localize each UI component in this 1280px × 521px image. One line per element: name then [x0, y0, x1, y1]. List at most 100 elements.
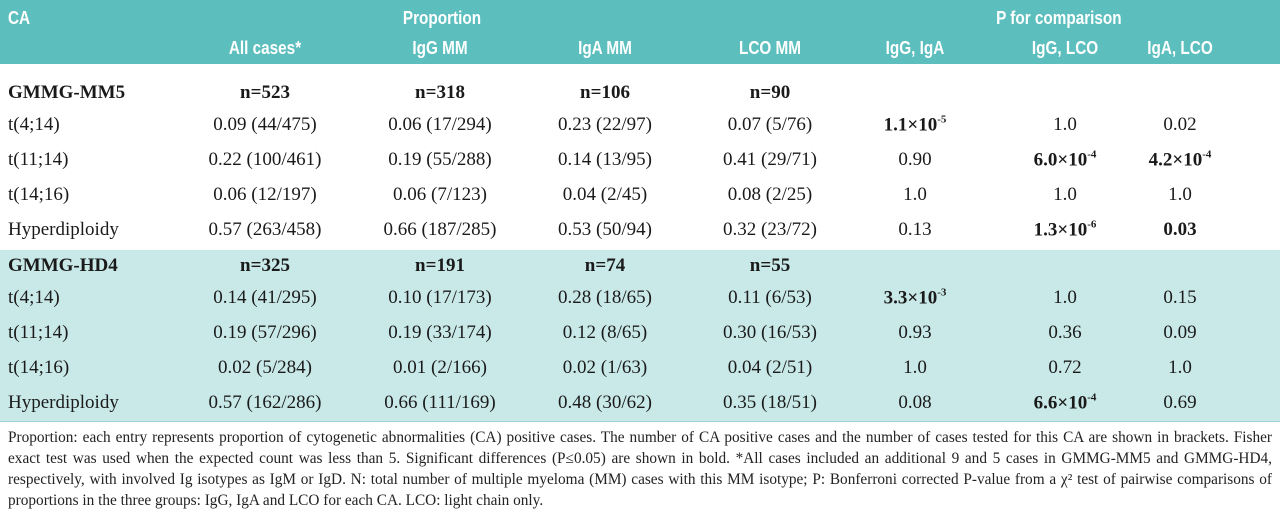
- table-cell: 0.19 (57/296): [213, 322, 317, 343]
- table-cell: 0.06 (12/197): [213, 184, 317, 205]
- table-cell: 0.12 (8/65): [562, 322, 648, 343]
- column-header: IgG, IgA: [885, 38, 945, 58]
- table-cell: 0.14 (13/95): [558, 149, 652, 170]
- cell-mantissa: 1.1×10: [883, 114, 938, 136]
- table-cell: 1.0: [1053, 287, 1077, 308]
- table-cell: 0.06 (17/294): [388, 114, 492, 135]
- row-label: t(11;14): [8, 149, 69, 170]
- table-cell: 0.04 (2/45): [562, 184, 648, 205]
- table-cell: 0.69: [1163, 392, 1197, 413]
- column-header: IgA MM: [578, 38, 632, 58]
- table-cell: 4.2×10-4: [1149, 149, 1212, 172]
- cell-exponent: -4: [1087, 148, 1097, 161]
- column-header: IgA, LCO: [1147, 38, 1213, 58]
- row-label: t(4;14): [8, 287, 60, 308]
- table-cell: 0.09 (44/475): [213, 114, 317, 135]
- cell-exponent: -4: [1202, 148, 1212, 161]
- column-header: IgG, LCO: [1031, 38, 1099, 58]
- cell-exponent: -6: [1087, 218, 1097, 231]
- table-cell: 1.0: [903, 184, 927, 205]
- row-label: Hyperdiploidy: [8, 219, 119, 240]
- table-cell: 1.0: [903, 357, 927, 378]
- section-count: n=90: [749, 82, 791, 103]
- table-cell: 0.08: [898, 392, 932, 413]
- footnote: Proportion: each entry represents propor…: [8, 429, 1272, 509]
- header-ca: CA: [8, 8, 31, 28]
- table-cell: 0.57 (263/458): [208, 219, 322, 240]
- section-title: GMMG-MM5: [8, 82, 126, 103]
- row-label: t(4;14): [8, 114, 60, 135]
- section-title: GMMG-HD4: [8, 255, 118, 276]
- table-cell: 0.07 (5/76): [727, 114, 813, 135]
- section-count: n=325: [240, 255, 290, 276]
- table-cell: 0.41 (29/71): [723, 149, 817, 170]
- table-cell: 0.72: [1048, 357, 1082, 378]
- table-cell: 0.35 (18/51): [723, 392, 817, 413]
- table-cell: 0.02 (5/284): [218, 357, 312, 378]
- table-cell: 0.53 (50/94): [558, 219, 652, 240]
- header-proportion: Proportion: [402, 8, 482, 28]
- table-rule: [0, 421, 1280, 422]
- cell-mantissa: 6.0×10: [1033, 149, 1088, 171]
- table-cell: 0.02: [1163, 114, 1197, 135]
- table-cell: 1.0: [1053, 184, 1077, 205]
- table-cell: 0.11 (6/53): [728, 287, 812, 308]
- row-label: Hyperdiploidy: [8, 392, 119, 413]
- section-count: n=74: [584, 255, 626, 276]
- table-cell: 0.10 (17/173): [388, 287, 492, 308]
- row-label: t(11;14): [8, 322, 69, 343]
- table-cell: 1.0: [1053, 114, 1077, 135]
- row-label: t(14;16): [8, 184, 70, 205]
- table-cell: 3.3×10-3: [884, 287, 947, 310]
- table-cell: 0.28 (18/65): [558, 287, 652, 308]
- table-cell: 6.6×10-4: [1034, 392, 1097, 415]
- cell-text: 0.03: [1163, 219, 1197, 240]
- table-cell: 0.02 (1/63): [562, 357, 648, 378]
- section-count: n=106: [580, 82, 630, 103]
- table-cell: 0.19 (33/174): [388, 322, 492, 343]
- section-count: n=523: [240, 82, 290, 103]
- cell-mantissa: 6.6×10: [1033, 392, 1088, 414]
- table-cell: 0.32 (23/72): [723, 219, 817, 240]
- table-cell: 0.30 (16/53): [723, 322, 817, 343]
- cell-exponent: -4: [1087, 391, 1097, 404]
- section-band: [0, 250, 1280, 421]
- table-cell: 0.23 (22/97): [558, 114, 652, 135]
- cell-exponent: -5: [937, 113, 947, 126]
- table-cell: 0.09: [1163, 322, 1197, 343]
- table-cell: 1.1×10-5: [884, 114, 947, 137]
- column-header: All cases*: [228, 38, 302, 58]
- column-header: IgG MM: [412, 38, 468, 58]
- header-band: [0, 0, 1280, 64]
- table-cell: 1.3×10-6: [1034, 219, 1097, 242]
- table-cell: 0.15: [1163, 287, 1197, 308]
- header-p-comparison: P for comparison: [996, 8, 1122, 28]
- table-cell: 0.08 (2/25): [727, 184, 813, 205]
- table-cell: 0.66 (187/285): [383, 219, 497, 240]
- table-cell: 0.93: [898, 322, 932, 343]
- table-cell: 1.0: [1168, 184, 1192, 205]
- table-cell: 0.01 (2/166): [393, 357, 487, 378]
- section-count: n=55: [749, 255, 791, 276]
- row-label: t(14;16): [8, 357, 70, 378]
- table-cell: 0.04 (2/51): [727, 357, 813, 378]
- section-count: n=318: [415, 82, 465, 103]
- table-cell: 0.36: [1048, 322, 1082, 343]
- table-cell: 1.0: [1168, 357, 1192, 378]
- cell-mantissa: 4.2×10: [1148, 149, 1203, 171]
- table-cell: 0.03: [1163, 219, 1196, 241]
- table-cell: 6.0×10-4: [1034, 149, 1097, 172]
- table-cell: 0.22 (100/461): [208, 149, 322, 170]
- table-cell: 0.13: [898, 219, 932, 240]
- table-cell: 0.48 (30/62): [558, 392, 652, 413]
- table-cell: 0.90: [898, 149, 932, 170]
- table-cell: 0.57 (162/286): [208, 392, 322, 413]
- column-header: LCO MM: [738, 38, 802, 58]
- table-cell: 0.14 (41/295): [213, 287, 317, 308]
- section-count: n=191: [415, 255, 465, 276]
- table-cell: 0.66 (111/169): [384, 392, 496, 413]
- cell-mantissa: 1.3×10: [1033, 219, 1088, 241]
- cell-mantissa: 3.3×10: [883, 287, 938, 309]
- cell-exponent: -3: [937, 286, 947, 299]
